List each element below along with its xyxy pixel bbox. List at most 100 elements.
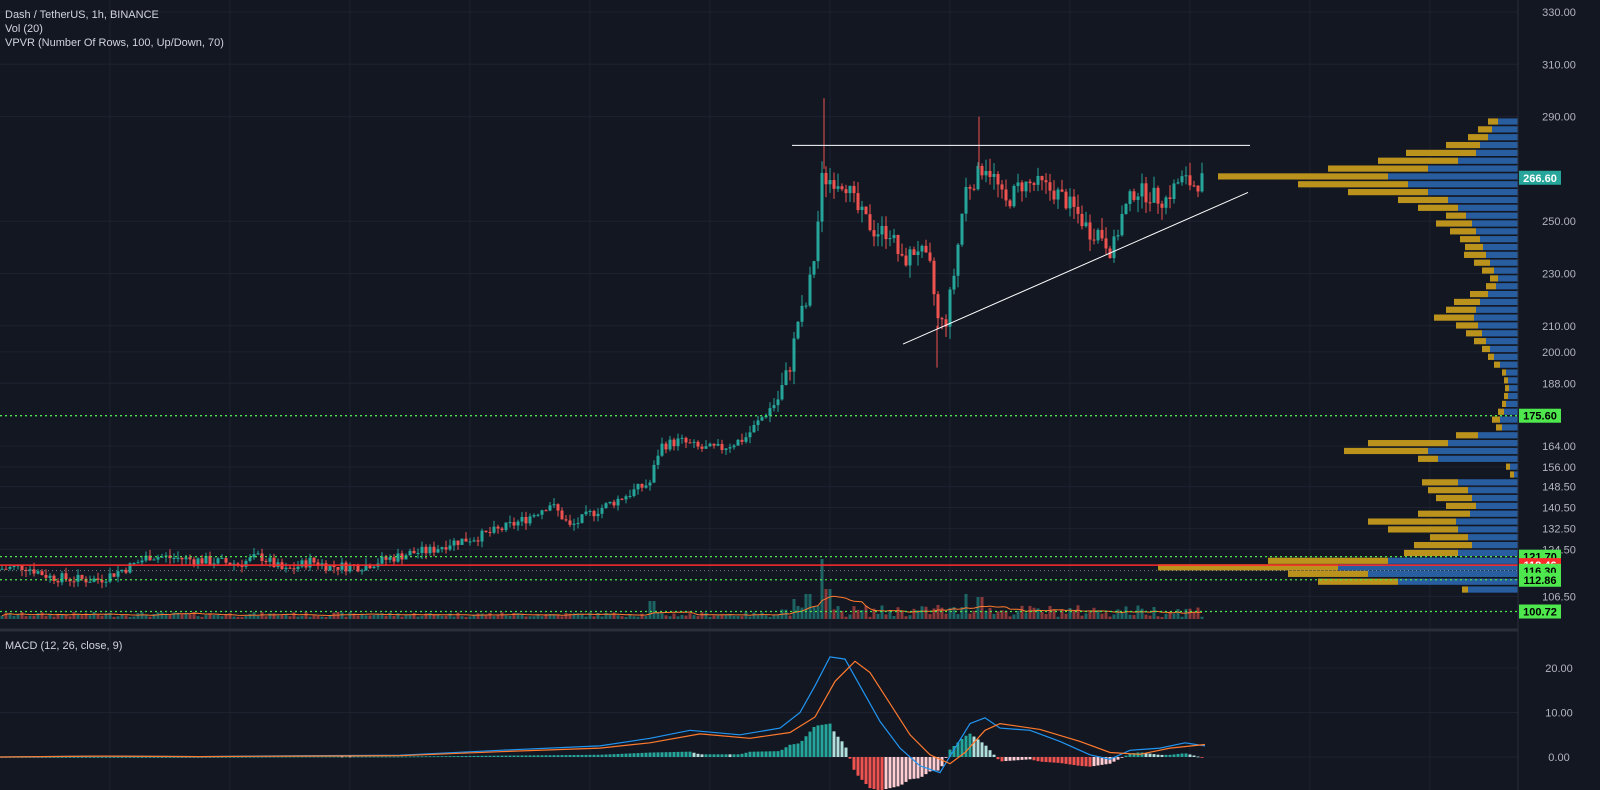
macd-histogram-bar bbox=[112, 757, 116, 758]
candle-body bbox=[996, 174, 1000, 185]
trendline bbox=[902, 191, 1249, 345]
candle-body bbox=[484, 530, 488, 532]
volume-bar bbox=[624, 616, 628, 619]
macd-histogram-bar bbox=[208, 756, 212, 758]
volume-profile-down-bar bbox=[1418, 455, 1438, 462]
macd-histogram-bar bbox=[1004, 757, 1008, 762]
macd-histogram-bar bbox=[508, 755, 512, 757]
macd-histogram-bar bbox=[1096, 757, 1100, 766]
volume-bar bbox=[1188, 608, 1192, 619]
candle-body bbox=[1132, 191, 1136, 200]
candle-body bbox=[112, 573, 116, 577]
candle-body bbox=[1148, 202, 1152, 204]
macd-histogram-bar bbox=[564, 755, 568, 757]
candle-body bbox=[1084, 222, 1088, 227]
macd-histogram-bar bbox=[324, 756, 328, 758]
volume-profile-down-bar bbox=[1368, 518, 1456, 525]
candle-body bbox=[416, 552, 420, 554]
candle-body bbox=[8, 566, 12, 569]
candle-body bbox=[124, 569, 128, 573]
volume-profile-down-bar bbox=[1328, 165, 1428, 172]
price-tag-label: 100.72 bbox=[1523, 607, 1557, 619]
candle-body bbox=[464, 538, 468, 542]
macd-histogram-bar bbox=[828, 723, 832, 757]
candle-body bbox=[588, 511, 592, 513]
volume-profile-up-bar bbox=[1502, 424, 1518, 431]
volume-legend[interactable]: Vol (20) bbox=[5, 23, 43, 35]
volume-bar bbox=[160, 612, 164, 619]
macd-histogram-bar bbox=[1112, 757, 1116, 762]
macd-histogram-bar bbox=[1036, 757, 1040, 762]
volume-bar bbox=[80, 615, 84, 619]
candle-body bbox=[704, 446, 708, 449]
macd-histogram-bar bbox=[296, 756, 300, 758]
macd-histogram-bar bbox=[1000, 757, 1004, 762]
volume-bar bbox=[664, 615, 668, 619]
macd-histogram-bar bbox=[224, 756, 228, 758]
macd-histogram-bar bbox=[232, 756, 236, 758]
candle-body bbox=[0, 568, 4, 570]
candle-body bbox=[176, 557, 180, 559]
volume-profile-down-bar bbox=[1456, 322, 1478, 329]
macd-histogram-bar bbox=[704, 754, 708, 757]
volume-profile-up-bar bbox=[1488, 134, 1518, 141]
candle-body bbox=[96, 578, 100, 580]
volume-bar bbox=[992, 614, 996, 619]
candle-body bbox=[1048, 182, 1052, 191]
candle-body bbox=[892, 234, 896, 239]
candle-body bbox=[784, 370, 788, 386]
candle-body bbox=[472, 540, 476, 542]
macd-histogram-bar bbox=[192, 757, 196, 758]
volume-profile-up-bar bbox=[1338, 564, 1518, 571]
volume-profile-up-bar bbox=[1490, 345, 1518, 353]
candle-body bbox=[1092, 239, 1096, 241]
volume-bar bbox=[552, 614, 556, 619]
candle-body bbox=[688, 442, 692, 444]
macd-histogram-bar bbox=[956, 742, 960, 757]
volume-profile-up-bar bbox=[1458, 549, 1518, 557]
volume-bar bbox=[92, 612, 96, 619]
macd-histogram-bar bbox=[1016, 757, 1020, 761]
macd-histogram-bar bbox=[604, 754, 608, 757]
candle-body bbox=[1028, 181, 1032, 184]
symbol-legend[interactable]: Dash / TetherUS, 1h, BINANCE bbox=[5, 9, 159, 21]
volume-profile-down-bar bbox=[1504, 392, 1508, 400]
macd-histogram-bar bbox=[928, 757, 932, 772]
candle-body bbox=[232, 563, 236, 565]
candle-body bbox=[476, 540, 480, 542]
macd-histogram-bar bbox=[764, 751, 768, 757]
candle-body bbox=[548, 505, 552, 511]
volume-bar bbox=[652, 601, 656, 619]
volume-profile-up-bar bbox=[1506, 369, 1518, 376]
volume-bar bbox=[1052, 609, 1056, 619]
macd-histogram-bar bbox=[948, 749, 952, 757]
macd-histogram-bar bbox=[996, 757, 1000, 760]
volume-bar bbox=[184, 613, 188, 619]
volume-profile-down-bar bbox=[1344, 447, 1428, 455]
macd-histogram-bar bbox=[228, 756, 232, 758]
volume-bar bbox=[52, 616, 56, 619]
candle-body bbox=[216, 558, 220, 564]
macd-histogram-bar bbox=[1128, 753, 1132, 757]
macd-histogram-bar bbox=[1152, 754, 1156, 757]
price-tick-label: 210.00 bbox=[1542, 321, 1576, 333]
volume-bar bbox=[636, 616, 640, 619]
volume-bar bbox=[696, 616, 700, 619]
volume-bar bbox=[764, 615, 768, 619]
candle-body bbox=[604, 503, 608, 509]
macd-histogram-bar bbox=[76, 757, 80, 758]
macd-histogram-bar bbox=[824, 724, 828, 757]
volume-bar bbox=[456, 612, 460, 619]
macd-histogram-bar bbox=[68, 757, 72, 758]
macd-legend[interactable]: MACD (12, 26, close, 9) bbox=[5, 640, 123, 652]
vpvr-legend[interactable]: VPVR (Number Of Rows, 100, Up/Down, 70) bbox=[5, 37, 224, 49]
candle-body bbox=[1116, 235, 1120, 237]
macd-histogram-bar bbox=[556, 755, 560, 757]
candle-body bbox=[248, 557, 252, 561]
volume-profile-down-bar bbox=[1456, 432, 1478, 439]
candle-body bbox=[104, 581, 108, 583]
volume-profile-down-bar bbox=[1414, 542, 1472, 549]
macd-histogram-bar bbox=[460, 756, 464, 757]
volume-bar bbox=[832, 609, 836, 619]
